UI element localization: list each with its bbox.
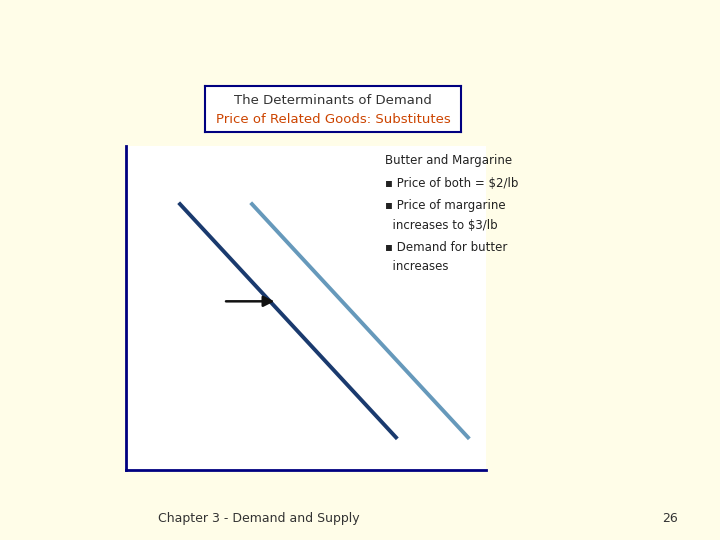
Text: increases to $3/lb: increases to $3/lb <box>385 219 498 232</box>
Text: 26: 26 <box>662 512 678 525</box>
Text: Butter and Margarine: Butter and Margarine <box>385 154 513 167</box>
Text: Price of Related Goods: Substitutes: Price of Related Goods: Substitutes <box>215 113 451 126</box>
Text: The Determinants of Demand: The Determinants of Demand <box>234 93 432 107</box>
Text: ▪ Price of both = $2/lb: ▪ Price of both = $2/lb <box>385 177 518 190</box>
Text: ▪ Price of margarine: ▪ Price of margarine <box>385 199 506 212</box>
Text: increases: increases <box>385 260 449 273</box>
Text: Chapter 3 - Demand and Supply: Chapter 3 - Demand and Supply <box>158 512 360 525</box>
Text: ▪ Demand for butter: ▪ Demand for butter <box>385 241 508 254</box>
